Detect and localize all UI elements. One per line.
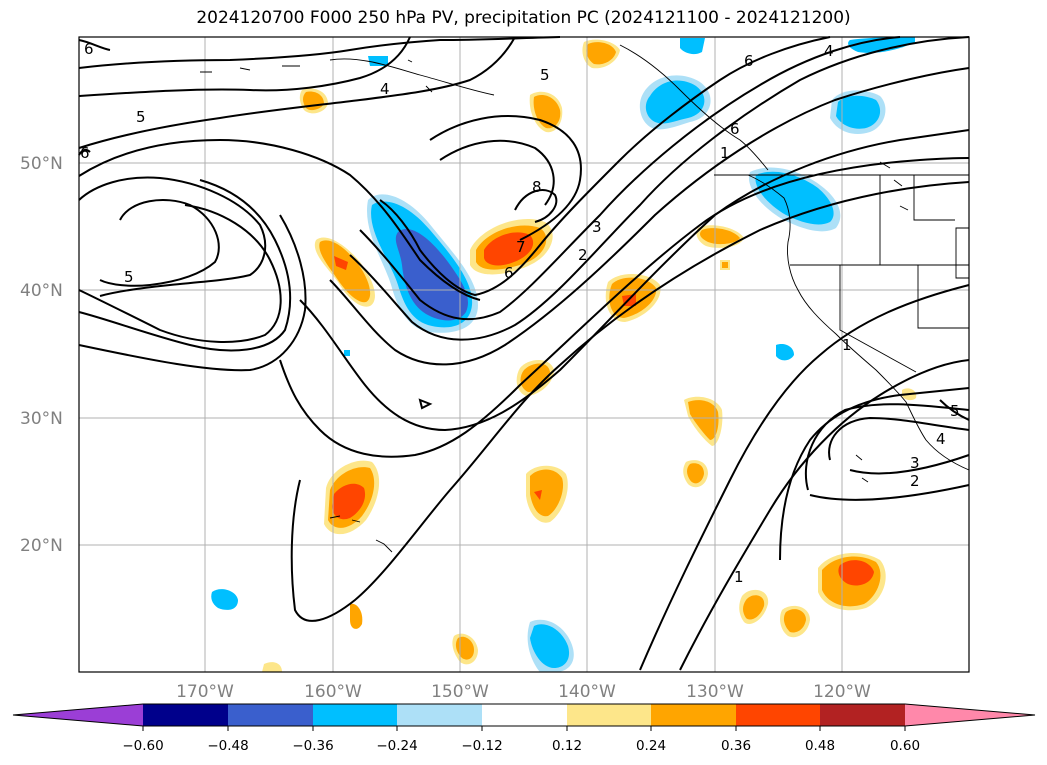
colorbar-tick-label: −0.36: [292, 738, 333, 754]
colorbar-segment: [228, 704, 313, 726]
lon-label-130w: 130°W: [686, 682, 744, 702]
latitude-labels: 50°N 40°N 30°N 20°N: [20, 154, 63, 556]
colorbar-segment: [397, 704, 482, 726]
contour-label: 1: [720, 144, 730, 162]
contour-label: 5: [950, 402, 960, 420]
contour-label: 1: [842, 336, 852, 354]
contour-label: 5: [540, 66, 550, 84]
map-title: 2024120700 F000 250 hPa PV, precipitatio…: [196, 8, 851, 28]
lat-label-30n: 30°N: [20, 409, 63, 429]
contour-label: 6: [744, 52, 754, 70]
lon-label-140w: 140°W: [558, 682, 616, 702]
colorbar-segment: [482, 704, 567, 726]
contour-label: 2: [578, 246, 588, 264]
contour-label: 3: [592, 218, 602, 236]
contour-label: 1: [734, 568, 744, 586]
gridlines: [79, 37, 969, 672]
negative-precip-shading: [211, 37, 915, 672]
contour-label: 2: [910, 472, 920, 490]
contour-labels: 6 5 6 5 4 5 6 4 6 1 8 7 6 3 2 1 3 4 2 5 …: [80, 40, 960, 586]
contour-label: 6: [504, 264, 514, 282]
colorbar-extend-low: [13, 704, 143, 726]
contour-label: 6: [730, 120, 740, 138]
colorbar: −0.60 −0.48 −0.36 −0.24 −0.12 0.12 0.24 …: [12, 703, 1036, 754]
contour-label: 6: [80, 144, 90, 162]
colorbar-segment: [143, 704, 228, 726]
lon-label-150w: 150°W: [431, 682, 489, 702]
contour-label: 8: [532, 178, 542, 196]
contour-label: 7: [516, 238, 526, 256]
lat-label-20n: 20°N: [20, 536, 63, 556]
colorbar-tick-label: −0.60: [122, 738, 163, 754]
colorbar-tick-label: −0.24: [376, 738, 417, 754]
colorbar-tick-label: −0.12: [461, 738, 502, 754]
contour-label: 4: [936, 430, 946, 448]
colorbar-segment: [313, 704, 397, 726]
map-frame: [78, 36, 970, 673]
colorbar-extend-high: [905, 704, 1035, 726]
colorbar-segment: [820, 704, 905, 726]
coastlines: [200, 44, 970, 553]
lat-label-40n: 40°N: [20, 281, 63, 301]
colorbar-tick-label: 0.48: [805, 738, 835, 754]
colorbar-tick-label: 0.24: [636, 738, 666, 754]
longitude-labels: 170°W 160°W 150°W 140°W 130°W 120°W: [176, 682, 871, 702]
contour-label: 3: [910, 454, 920, 472]
contour-label: 4: [824, 42, 834, 60]
lon-label-120w: 120°W: [813, 682, 871, 702]
contour-label: 4: [380, 80, 390, 98]
colorbar-segment: [736, 704, 820, 726]
pv-contours: [78, 36, 970, 671]
lon-label-160w: 160°W: [304, 682, 362, 702]
colorbar-tick-label: 0.12: [552, 738, 582, 754]
lat-label-50n: 50°N: [20, 154, 63, 174]
map-panel: 6 5 6 5 4 5 6 4 6 1 8 7 6 3 2 1 3 4 2 5 …: [78, 36, 970, 673]
contour-label: 5: [136, 108, 146, 126]
colorbar-tick-label: 0.60: [890, 738, 920, 754]
colorbar-ticks: [142, 726, 906, 731]
colorbar-tick-label: −0.48: [207, 738, 248, 754]
colorbar-tick-label: 0.36: [721, 738, 751, 754]
contour-label: 5: [124, 268, 134, 286]
colorbar-segment: [567, 704, 651, 726]
lon-label-170w: 170°W: [176, 682, 234, 702]
colorbar-segment: [651, 704, 736, 726]
contour-label: 6: [84, 40, 94, 58]
